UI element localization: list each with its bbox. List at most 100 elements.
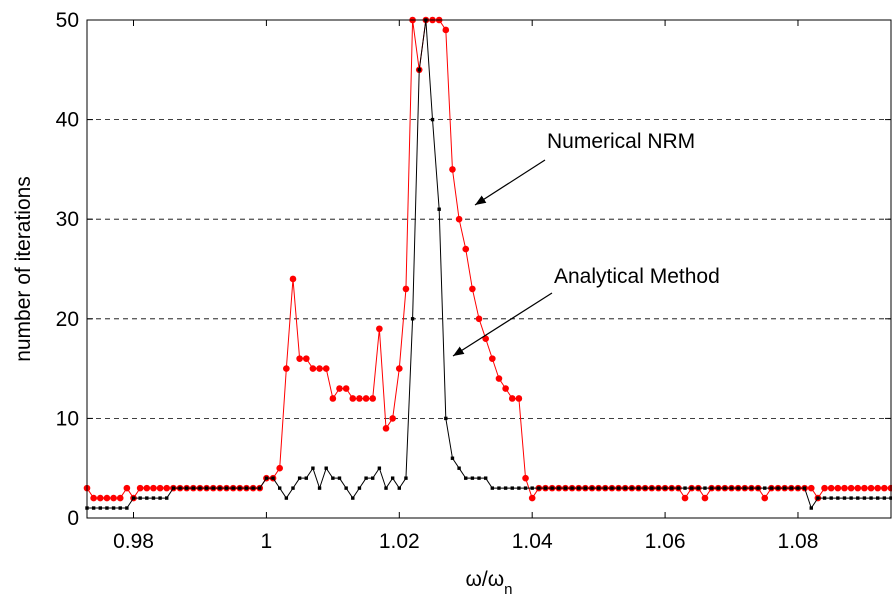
point [163, 484, 171, 492]
point [342, 385, 350, 392]
point [258, 486, 262, 490]
point [118, 506, 122, 510]
point [402, 285, 410, 293]
point [477, 476, 481, 480]
point [376, 325, 383, 333]
point [462, 245, 470, 253]
point [410, 317, 415, 321]
point [123, 484, 131, 492]
point [508, 395, 516, 402]
point [397, 486, 401, 490]
point [178, 486, 182, 490]
point [316, 365, 323, 372]
point [590, 486, 594, 490]
point [577, 486, 581, 490]
point [322, 365, 330, 372]
point [291, 486, 295, 490]
point [90, 494, 97, 502]
point [703, 486, 707, 490]
point [849, 496, 853, 500]
point [105, 506, 109, 510]
point [357, 486, 362, 490]
point [470, 476, 475, 480]
y-tick-label: 0 [67, 507, 79, 530]
point [344, 486, 348, 490]
point [763, 486, 767, 490]
x-tick-label: 1 [261, 530, 273, 553]
point [716, 486, 720, 490]
point [681, 494, 689, 502]
point [497, 486, 501, 490]
point [156, 484, 164, 492]
point [395, 365, 403, 372]
point [829, 496, 833, 500]
point [543, 486, 548, 490]
y-tick-label: 10 [56, 407, 79, 430]
point [437, 207, 441, 211]
x-label-main: ω/ω [466, 568, 505, 591]
point [138, 496, 142, 500]
series-line [86, 19, 891, 500]
point [444, 416, 448, 421]
point [836, 496, 840, 500]
point [356, 395, 363, 402]
point [136, 484, 144, 492]
point [289, 275, 297, 283]
point [244, 486, 249, 490]
point [98, 506, 102, 510]
point [490, 486, 495, 490]
point [583, 486, 588, 490]
x-tick-label: 1.08 [778, 530, 819, 553]
series-line [87, 19, 891, 510]
point [523, 486, 528, 490]
point [96, 494, 104, 502]
point [822, 496, 827, 500]
point [111, 506, 116, 510]
point [198, 486, 202, 490]
point [827, 484, 835, 492]
point [390, 476, 395, 480]
point [841, 484, 848, 492]
point [503, 486, 508, 490]
point [364, 476, 368, 480]
point [331, 476, 335, 480]
point [449, 166, 456, 173]
point [517, 486, 521, 490]
point [218, 486, 222, 490]
point [302, 355, 310, 362]
point [145, 496, 149, 500]
point [874, 484, 882, 492]
point [284, 496, 289, 500]
point [515, 395, 523, 402]
point [131, 496, 136, 500]
point [362, 395, 370, 402]
y-axis-label: number of iterations [12, 176, 35, 362]
point [329, 395, 337, 402]
x-tick-label: 1.06 [645, 530, 686, 553]
point [603, 486, 607, 490]
point [150, 484, 157, 492]
point [103, 494, 111, 502]
point [630, 486, 634, 490]
point [171, 486, 176, 490]
annotation: Analytical Method [554, 265, 720, 288]
point [867, 484, 875, 492]
point [125, 506, 129, 510]
point [769, 486, 774, 490]
point [382, 425, 390, 432]
point [876, 496, 880, 500]
point [756, 486, 760, 490]
point [475, 315, 483, 323]
point [482, 335, 489, 343]
point [636, 486, 641, 490]
y-tick-label: 20 [56, 308, 79, 331]
point [369, 395, 377, 402]
point [510, 486, 514, 490]
point [696, 486, 701, 490]
point [283, 365, 290, 372]
point [317, 486, 322, 490]
point [776, 486, 780, 490]
point [91, 506, 96, 510]
point [450, 456, 455, 460]
